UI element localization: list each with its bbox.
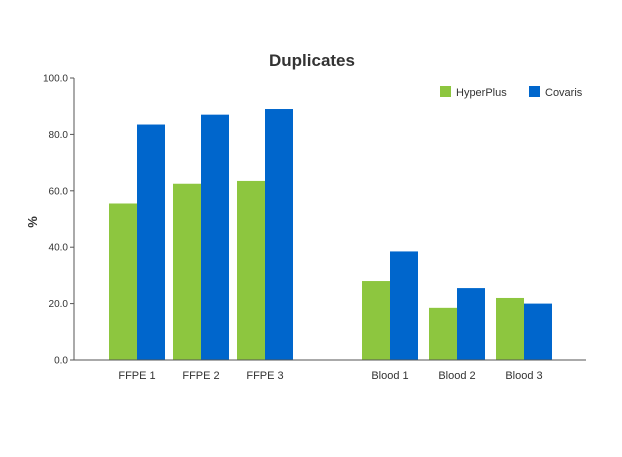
bar-hyperplus-blood-1 xyxy=(362,281,390,360)
bar-covaris-blood-2 xyxy=(457,288,485,360)
x-tick-label: FFPE 2 xyxy=(182,370,219,382)
y-tick-label: 20.0 xyxy=(49,299,69,310)
x-labels-group: FFPE 1 FFPE 2 FFPE 3 Blood 1 Blood 2 Blood 3 xyxy=(118,370,542,382)
bar-hyperplus-ffpe-3 xyxy=(237,180,265,360)
y-tick-label: 0.0 xyxy=(54,356,68,367)
legend: HyperPlus Covaris xyxy=(440,86,583,99)
x-tick-label: FFPE 3 xyxy=(246,370,283,382)
y-ticks-group: 0.0 20.0 40.0 60.0 80.0 100.0 xyxy=(43,74,74,367)
bar-covaris-blood-1 xyxy=(390,251,418,360)
legend-label-covaris: Covaris xyxy=(545,87,583,99)
legend-label-hyperplus: HyperPlus xyxy=(456,87,507,99)
y-tick-label: 100.0 xyxy=(43,74,68,85)
y-tick-label: 80.0 xyxy=(49,130,69,141)
y-axis-label: % xyxy=(25,216,40,228)
bar-covaris-blood-3 xyxy=(524,303,552,360)
bar-covaris-ffpe-3 xyxy=(265,109,293,361)
legend-swatch-covaris xyxy=(529,86,540,97)
legend-swatch-hyperplus xyxy=(440,86,451,97)
y-tick-label: 40.0 xyxy=(49,243,69,254)
bars-group xyxy=(109,109,552,361)
x-tick-label: Blood 3 xyxy=(505,370,542,382)
x-tick-label: Blood 2 xyxy=(438,370,475,382)
chart-title: Duplicates xyxy=(269,51,355,70)
bar-hyperplus-ffpe-2 xyxy=(173,183,201,360)
bar-hyperplus-blood-3 xyxy=(496,297,524,360)
bar-hyperplus-ffpe-1 xyxy=(109,203,137,360)
bar-hyperplus-blood-2 xyxy=(429,307,457,360)
y-tick-label: 60.0 xyxy=(49,186,69,197)
bar-covaris-ffpe-2 xyxy=(201,114,229,360)
x-tick-label: Blood 1 xyxy=(371,370,408,382)
bar-covaris-ffpe-1 xyxy=(137,124,165,360)
x-tick-label: FFPE 1 xyxy=(118,370,155,382)
